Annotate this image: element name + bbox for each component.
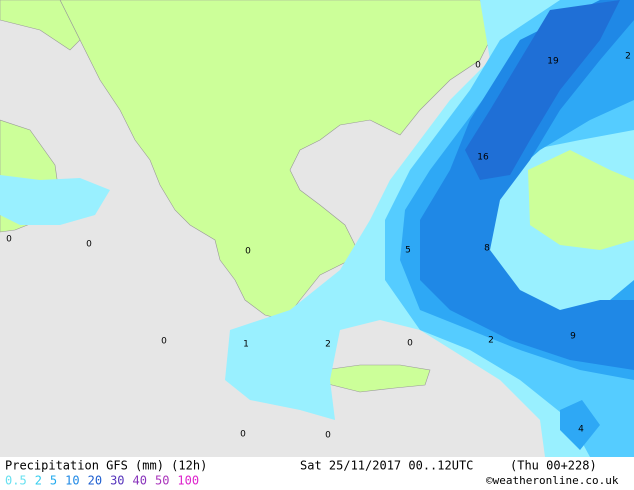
map-label: 0 xyxy=(161,337,167,347)
precip-10 xyxy=(420,0,634,370)
map-label: 0 xyxy=(325,431,331,441)
date: Sat 25/11/2017 00..12UTC xyxy=(300,459,473,473)
run: (Thu 00+228) xyxy=(510,459,597,473)
legend-item: 20 xyxy=(88,474,102,488)
precip-20 xyxy=(465,0,620,180)
legend-item: 2 xyxy=(35,474,42,488)
legend-item: 5 xyxy=(50,474,57,488)
legend-item: 10 xyxy=(65,474,79,488)
map-label: 1 xyxy=(243,340,249,350)
map-label: 0 xyxy=(240,430,246,440)
legend-item: 100 xyxy=(177,474,199,488)
map-label: 0 xyxy=(475,61,481,71)
map-label: 8 xyxy=(484,244,490,254)
map-label: 2 xyxy=(488,336,494,346)
legend-item: 0.5 xyxy=(5,474,27,488)
map-label: 16 xyxy=(477,153,489,163)
title: Precipitation GFS (mm) (12h) xyxy=(5,459,207,473)
map-label: 0 xyxy=(6,235,12,245)
land-crete xyxy=(309,364,431,393)
map-label: 9 xyxy=(570,332,576,342)
legend-item: 50 xyxy=(155,474,169,488)
legend-item: 40 xyxy=(133,474,147,488)
map-label: 5 xyxy=(405,246,411,256)
credit: ©weatheronline.co.uk xyxy=(486,474,619,487)
land-balkans xyxy=(59,0,496,321)
map-label: 19 xyxy=(547,57,559,67)
precip-5-south xyxy=(560,400,600,450)
map-label: 0 xyxy=(407,339,413,349)
land-turkey xyxy=(528,150,634,250)
map-label: 0 xyxy=(86,240,92,250)
map-label: 2 xyxy=(325,340,331,350)
map-label: 0 xyxy=(245,247,251,257)
precip-0.5-west xyxy=(0,175,110,225)
footer xyxy=(0,457,634,490)
map-label: 4 xyxy=(578,425,584,435)
map-label: 2 xyxy=(625,52,631,62)
land-italy-north xyxy=(0,0,81,51)
legend-item: 30 xyxy=(110,474,124,488)
